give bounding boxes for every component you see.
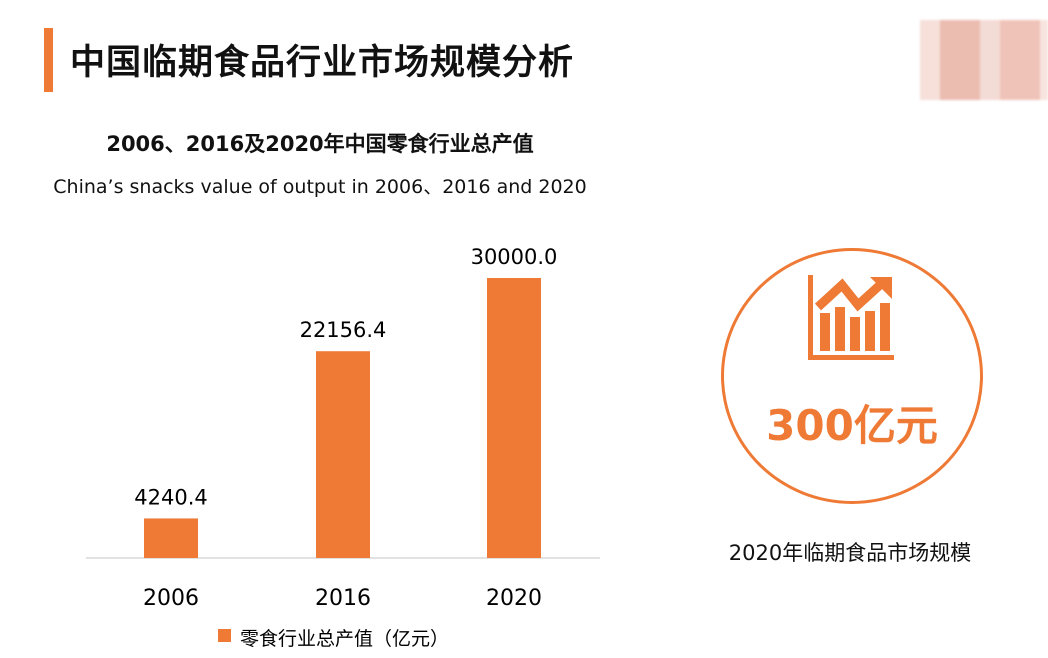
title-accent-bar bbox=[44, 28, 53, 92]
bar-2016 bbox=[316, 351, 370, 558]
bar-2020 bbox=[487, 278, 541, 558]
highlight-circle bbox=[721, 248, 983, 504]
x-tick-label: 2006 bbox=[143, 586, 199, 611]
market-size-caption: 2020年临期食品市场规模 bbox=[728, 541, 972, 565]
legend-label: 零食行业总产值（亿元） bbox=[240, 628, 449, 650]
blurred-logo bbox=[920, 20, 1048, 100]
legend-swatch bbox=[218, 629, 231, 642]
data-label: 30000.0 bbox=[471, 245, 558, 269]
chart-title: 2006、2016及2020年中国零食行业总产值 bbox=[106, 132, 534, 156]
growth-chart-icon bbox=[808, 275, 894, 360]
market-size-value: 300亿元 bbox=[766, 401, 938, 450]
page-title: 中国临期食品行业市场规模分析 bbox=[70, 43, 575, 83]
data-label: 4240.4 bbox=[134, 485, 207, 509]
data-label: 22156.4 bbox=[300, 318, 387, 342]
x-tick-label: 2016 bbox=[315, 586, 371, 611]
bar-chart: 4240.4 2006 22156.4 2016 30000.0 2020 零食行业总产值… bbox=[86, 245, 600, 650]
x-tick-label: 2020 bbox=[486, 586, 542, 611]
bar-2006 bbox=[144, 518, 198, 558]
chart-subtitle: China’s snacks value of output in 2006、2… bbox=[53, 176, 587, 198]
